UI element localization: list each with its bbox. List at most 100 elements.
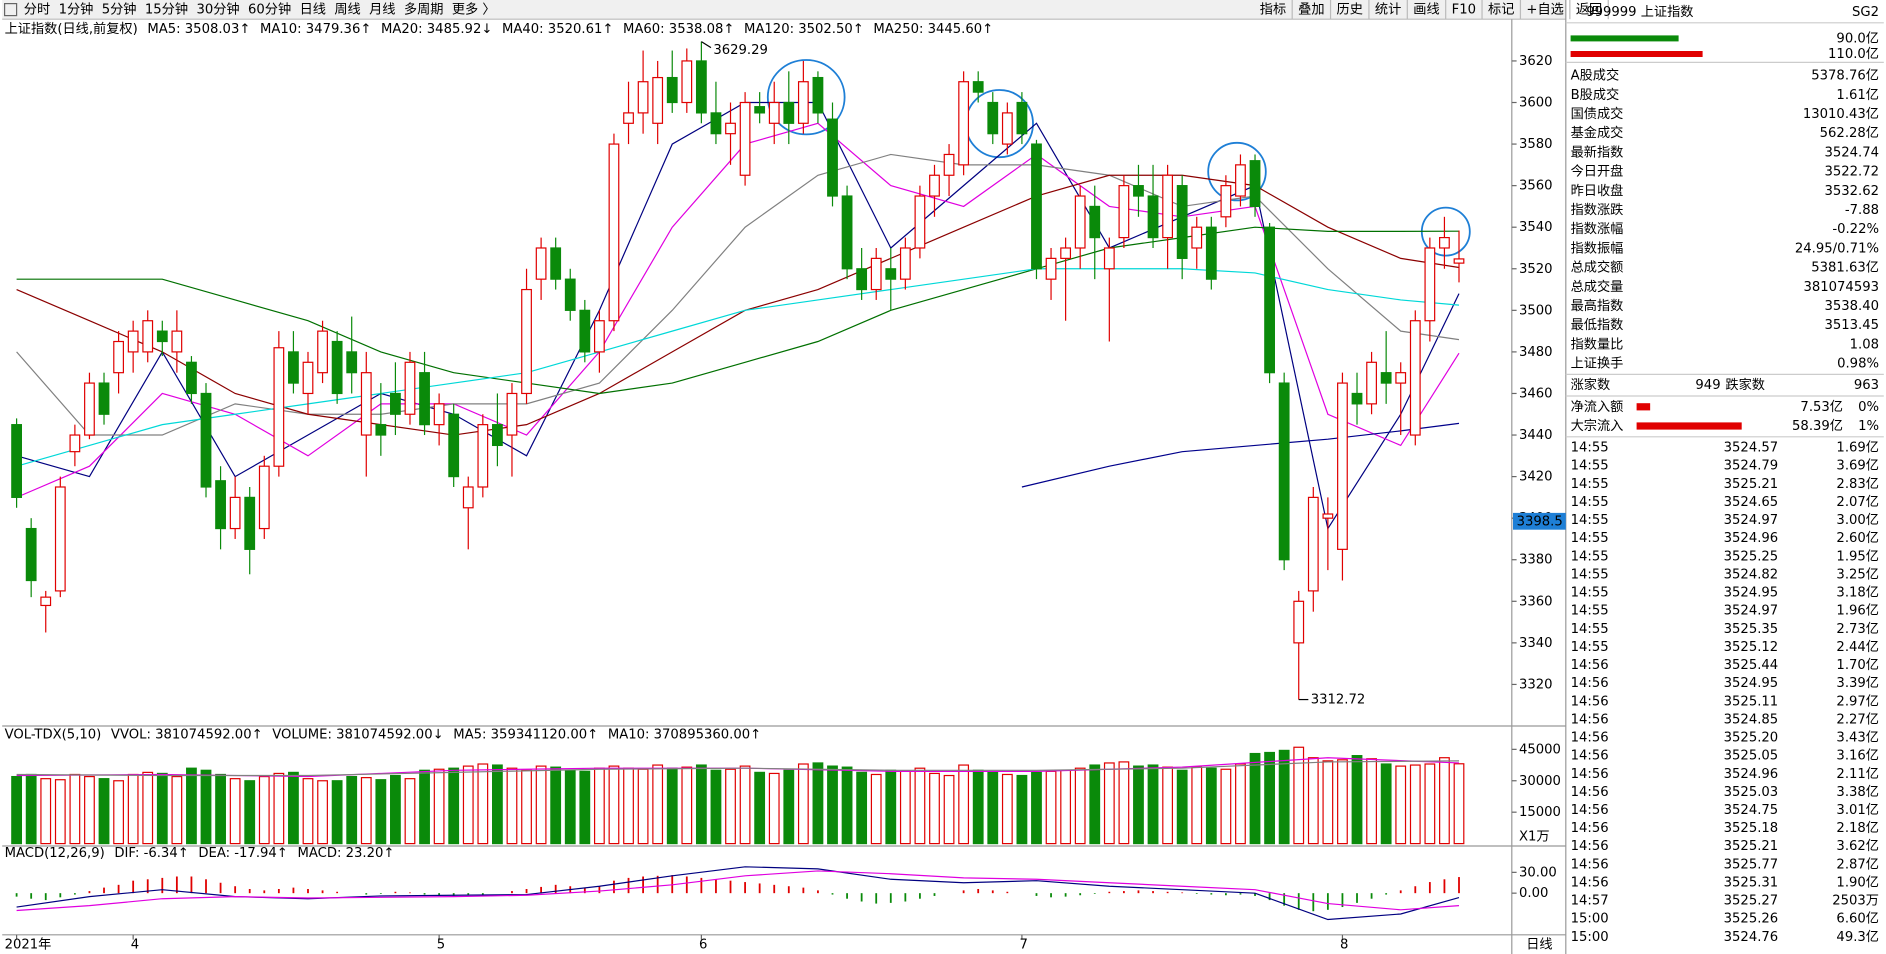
volume-bar — [608, 765, 620, 845]
tick-time: 14:57 — [1571, 894, 1609, 909]
volume-bar — [11, 775, 23, 845]
y-tick-label: 15000 — [1519, 805, 1561, 820]
stat-label: 指数涨跌 — [1571, 202, 1624, 218]
x-tick-label: 8 — [1340, 937, 1348, 952]
volume-bar — [1176, 769, 1188, 845]
tick-time: 14:55 — [1571, 531, 1609, 546]
volume-bar — [390, 774, 401, 845]
volume-bar — [302, 778, 314, 845]
tick-time: 14:55 — [1571, 640, 1609, 655]
volume-bar — [885, 769, 897, 845]
volume-bar — [535, 765, 547, 845]
volume-bar — [797, 763, 809, 845]
tick-volume: 3.39亿 — [1836, 675, 1879, 691]
candle-body — [987, 101, 999, 135]
indicator-value: VVOL: 381074592.00↑ — [111, 727, 263, 742]
period-tab[interactable]: 多周期 — [404, 1, 444, 18]
tool-button[interactable]: 返回 — [1576, 2, 1602, 18]
stat-value: 381074593 — [1803, 280, 1879, 295]
period-tab[interactable]: 5分钟 — [102, 1, 137, 18]
indicator-value: MA5: 359341120.00↑ — [453, 727, 598, 742]
tick-price: 3525.35 — [1724, 622, 1779, 637]
tick-time: 14:55 — [1571, 567, 1609, 582]
period-tab[interactable]: 1分钟 — [59, 1, 94, 18]
period-tab[interactable]: 月线 — [369, 2, 395, 18]
y-tick-label: 3500 — [1519, 303, 1553, 318]
macd-line — [16, 870, 1460, 912]
tick-price: 3524.96 — [1724, 531, 1779, 546]
candle-body — [943, 153, 955, 176]
tick-volume: 2.60亿 — [1836, 530, 1879, 546]
candle-body — [1045, 257, 1057, 280]
candle-body — [390, 392, 401, 415]
stat-value: 13010.43亿 — [1803, 106, 1879, 122]
stat-label: 最高指数 — [1571, 297, 1624, 314]
candle-body — [521, 288, 532, 395]
volume-bar — [171, 775, 183, 845]
candle-body — [1001, 112, 1013, 145]
period-tab[interactable]: 分时 — [24, 2, 50, 18]
candle-body — [1220, 185, 1232, 218]
moving-average — [16, 268, 1460, 467]
tool-button[interactable]: 叠加 — [1298, 2, 1324, 18]
candle-body — [768, 101, 780, 124]
volume-bar — [1089, 764, 1101, 845]
low-label: 3312.72 — [1311, 693, 1366, 708]
tool-button[interactable]: 指标 — [1260, 2, 1286, 18]
volume-bar — [360, 777, 372, 845]
tick-price: 3525.18 — [1724, 821, 1779, 836]
candle-body — [1307, 496, 1319, 592]
period-tab[interactable]: 日线 — [300, 2, 326, 18]
volume-bar — [1060, 769, 1072, 845]
candle-body — [1235, 164, 1246, 197]
volume-bar — [98, 778, 110, 845]
candle-body — [899, 247, 911, 280]
volume-bar — [1074, 767, 1086, 845]
tool-button[interactable]: 画线 — [1413, 2, 1439, 18]
menu-icon[interactable] — [4, 3, 18, 17]
volume-bar — [1409, 764, 1421, 845]
tick-price: 3525.11 — [1724, 694, 1779, 709]
tool-button[interactable]: 统计 — [1375, 2, 1401, 18]
candle-body — [637, 81, 649, 114]
volume-bar — [637, 768, 649, 845]
candle-body — [1176, 185, 1188, 259]
tick-time: 14:56 — [1571, 658, 1609, 673]
x-tick-label: 7 — [1020, 937, 1028, 952]
volume-bar — [156, 772, 168, 845]
y-tick-label: 3600 — [1519, 96, 1553, 111]
period-tab[interactable]: 更多 〉 — [452, 1, 496, 18]
candle-body — [462, 486, 474, 509]
volume-bar — [579, 770, 591, 845]
tool-button[interactable]: +自选 — [1526, 2, 1563, 18]
volume-bar — [477, 763, 489, 845]
indicator-value: MA60: 3538.08↑ — [623, 22, 734, 37]
candle-body — [870, 257, 882, 291]
candle-body — [1016, 101, 1028, 135]
candle-body — [593, 320, 605, 353]
volume-bar — [914, 767, 926, 845]
y-tick-label: 3360 — [1519, 594, 1553, 609]
y-tick-label: 3420 — [1519, 470, 1553, 485]
period-tab[interactable]: 15分钟 — [145, 1, 188, 18]
volume-bar — [84, 775, 95, 845]
volume-bar — [113, 780, 124, 845]
tool-button[interactable]: 历史 — [1337, 2, 1363, 18]
stat-value: 562.28亿 — [1820, 125, 1879, 141]
volume-average — [16, 760, 1460, 777]
volume-bar — [521, 769, 532, 845]
tick-time: 14:55 — [1571, 622, 1609, 637]
indicator-value: VOLUME: 381074592.00↓ — [272, 727, 443, 742]
tool-button[interactable]: 标记 — [1488, 2, 1514, 18]
candle-body — [1133, 185, 1144, 197]
period-tab[interactable]: 60分钟 — [248, 1, 291, 18]
period-tab[interactable]: 周线 — [334, 2, 360, 18]
tool-button[interactable]: F10 — [1452, 3, 1476, 18]
breadth-label: 跌家数 — [1725, 376, 1765, 393]
volume-bar — [1147, 764, 1159, 845]
volume-bar — [1191, 766, 1203, 845]
period-tab[interactable]: 30分钟 — [196, 1, 239, 18]
candle-body — [1293, 600, 1305, 644]
candle-body — [1031, 143, 1042, 270]
